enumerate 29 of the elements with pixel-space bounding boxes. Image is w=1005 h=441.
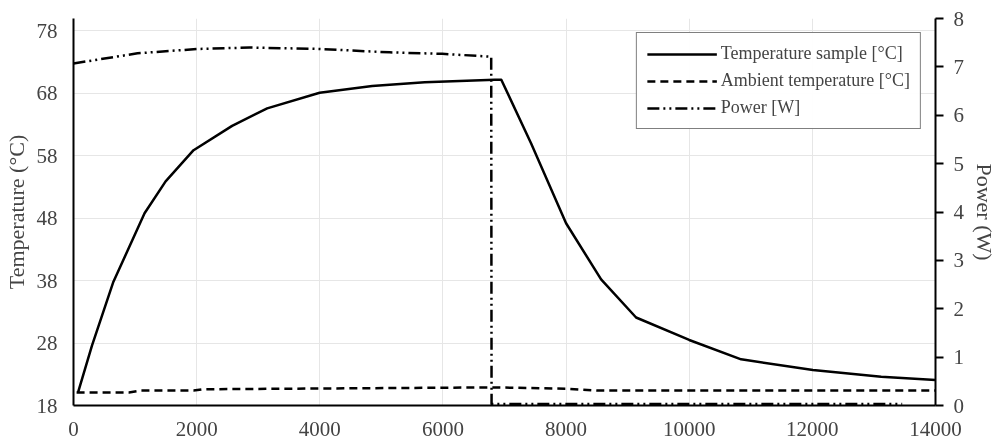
y2-tick-label: 3 xyxy=(953,248,964,273)
legend-label: Power [W] xyxy=(720,97,801,118)
y2-tick-label: 6 xyxy=(953,103,964,128)
x-tick-label: 4000 xyxy=(298,416,341,441)
legend-label: Ambient temperature [°C] xyxy=(720,70,910,91)
y-tick-label: 48 xyxy=(36,206,58,231)
y2-axis-title: Power (W) xyxy=(972,163,997,261)
y-tick-label: 18 xyxy=(36,393,58,418)
y2-tick-label: 0 xyxy=(953,393,964,418)
x-tick-label: 8000 xyxy=(545,416,588,441)
y2-tick-label: 7 xyxy=(953,54,964,79)
y-tick-label: 68 xyxy=(36,81,58,106)
y2-tick-label: 2 xyxy=(953,296,964,321)
y2-tick-label: 4 xyxy=(953,200,965,224)
y-tick-label: 58 xyxy=(36,143,58,168)
y2-tick-label: 8 xyxy=(953,6,964,31)
legend-label: Temperature sample [°C] xyxy=(720,43,903,64)
y-tick-label: 38 xyxy=(36,268,58,293)
y-axis-title: Temperature (°C) xyxy=(3,134,29,290)
y2-tick-label: 1 xyxy=(953,345,964,370)
x-tick-label: 12000 xyxy=(786,416,839,441)
x-tick-label: 10000 xyxy=(662,416,716,441)
x-tick-label: 6000 xyxy=(421,416,464,441)
x-tick-label: 14000 xyxy=(909,416,962,441)
y-tick-label: 78 xyxy=(36,18,58,43)
y2-tick-label: 5 xyxy=(953,151,964,176)
x-tick-label: 0 xyxy=(68,416,79,441)
y-tick-label: 28 xyxy=(36,331,58,356)
x-tick-label: 2000 xyxy=(175,416,218,441)
